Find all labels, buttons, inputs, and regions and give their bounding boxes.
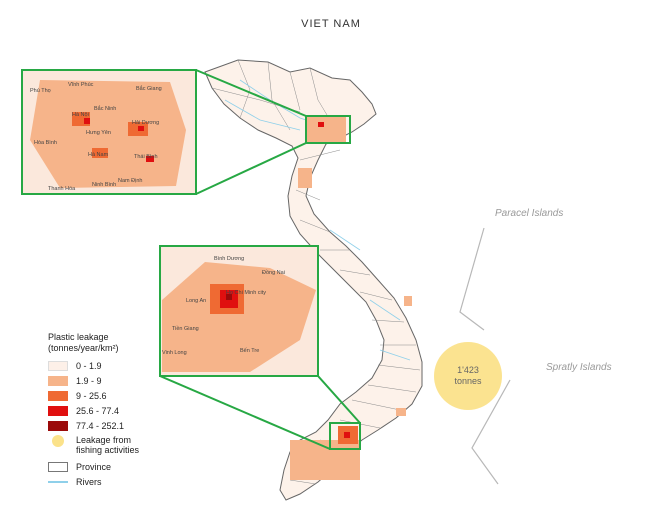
inset-north-label: Thanh Hóa <box>48 186 76 192</box>
inset-south-label: Bình Dương <box>214 256 245 262</box>
legend-fishing-line2: fishing activities <box>76 445 140 455</box>
legend-item: 1.9 - 9 <box>48 373 188 388</box>
legend-label: 1.9 - 9 <box>76 375 102 386</box>
inset-south-label: Vinh Long <box>162 350 187 356</box>
legend-rivers-label: Rivers <box>76 476 102 487</box>
inset-north-label: Hưng Yên <box>86 130 111 136</box>
fishing-value: 1'423 <box>457 365 479 375</box>
inset-north <box>21 69 197 195</box>
inset-north-label: Hòa Bình <box>34 140 57 146</box>
inset-south-label: Long An <box>186 298 207 304</box>
fishing-circle-icon <box>52 435 64 447</box>
inset-south-label: Ho Chi Minh city <box>226 290 267 296</box>
legend-swatch <box>48 375 68 386</box>
legend-label: 9 - 25.6 <box>76 390 107 401</box>
fishing-leakage-circle <box>434 342 502 410</box>
legend-swatch <box>48 420 68 431</box>
legend-item-rivers: Rivers <box>48 474 188 489</box>
inset-north-label: Vĩnh Phúc <box>68 82 94 88</box>
legend-item-fishing: Leakage from fishing activities <box>48 433 188 459</box>
legend-item: 77.4 - 252.1 <box>48 418 188 433</box>
inset-south-label: Tiền Giang <box>172 326 199 332</box>
paracel-islands-label: Paracel Islands <box>495 208 564 219</box>
fishing-unit: tonnes <box>454 376 482 386</box>
legend-label: 25.6 - 77.4 <box>76 405 120 416</box>
inset-north-label: Bắc Giang <box>136 86 162 92</box>
legend-title: Plastic leakage <box>48 332 109 342</box>
inset-north-label: Hà Nội <box>72 112 89 118</box>
legend-swatch <box>48 360 68 371</box>
inset-north-label: Thái Bình <box>134 154 158 160</box>
province-swatch <box>48 461 68 472</box>
south-highlight-box <box>329 422 361 450</box>
inset-north-label: Ninh Bình <box>92 182 117 188</box>
legend-fishing-line1: Leakage from <box>76 435 132 445</box>
inset-north-label: Bắc Ninh <box>94 106 117 112</box>
north-highlight-box <box>305 115 351 144</box>
inset-connectors <box>159 69 361 450</box>
legend-item: 9 - 25.6 <box>48 388 188 403</box>
inset-north-label: Nam Định <box>118 178 143 184</box>
inset-south <box>159 245 319 377</box>
legend-item-province: Province <box>48 459 188 474</box>
river-line-icon <box>48 480 68 483</box>
leakage-areas <box>290 116 412 480</box>
province-boundaries <box>211 59 421 485</box>
legend-swatch <box>48 405 68 416</box>
legend-province-label: Province <box>76 461 112 472</box>
legend-label: 0 - 1.9 <box>76 360 102 371</box>
legend-label: 77.4 - 252.1 <box>76 420 125 431</box>
spratly-islands-label: Spratly Islands <box>546 362 612 373</box>
inset-north-label: Phú Thọ <box>30 88 51 94</box>
inset-south-label: Đồng Nai <box>262 270 285 276</box>
legend-subtitle: (tonnes/year/km²) <box>48 343 119 353</box>
inset-north-label: Hải Dương <box>132 120 160 126</box>
inset-north-label: Hà Nam <box>88 152 109 158</box>
legend-item: 25.6 - 77.4 <box>48 403 188 418</box>
inset-south-label: Bến Tre <box>240 348 260 354</box>
map-title: VIET NAM <box>301 18 361 30</box>
legend: Plastic leakage (tonnes/year/km²) 0 - 1.… <box>48 332 188 489</box>
legend-swatch <box>48 390 68 401</box>
legend-item: 0 - 1.9 <box>48 358 188 373</box>
island-brackets <box>459 227 511 485</box>
